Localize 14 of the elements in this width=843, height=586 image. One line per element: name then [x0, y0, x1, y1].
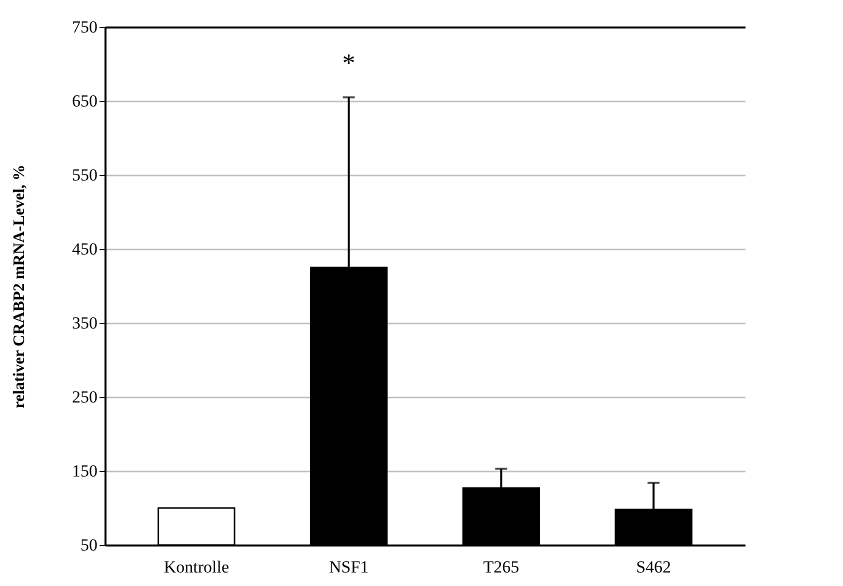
x-tick-label: Kontrolle: [164, 558, 230, 576]
y-tick-label: 250: [72, 388, 98, 406]
y-tick-label: 650: [72, 92, 98, 110]
annotation: *: [342, 48, 356, 78]
x-tick-label: T265: [483, 558, 520, 576]
y-tick-label: 150: [72, 462, 98, 480]
y-tick-label: 350: [72, 314, 98, 332]
y-axis-title: relativer CRABP2 mRNA-Level, %: [11, 164, 28, 408]
x-tick-label: NSF1: [328, 558, 369, 576]
y-tick-label: 450: [72, 240, 98, 258]
x-tick-label: S462: [636, 558, 672, 576]
y-tick-label: 750: [72, 18, 98, 36]
y-tick-label: 50: [80, 536, 98, 554]
y-tick-label: 550: [72, 166, 98, 184]
